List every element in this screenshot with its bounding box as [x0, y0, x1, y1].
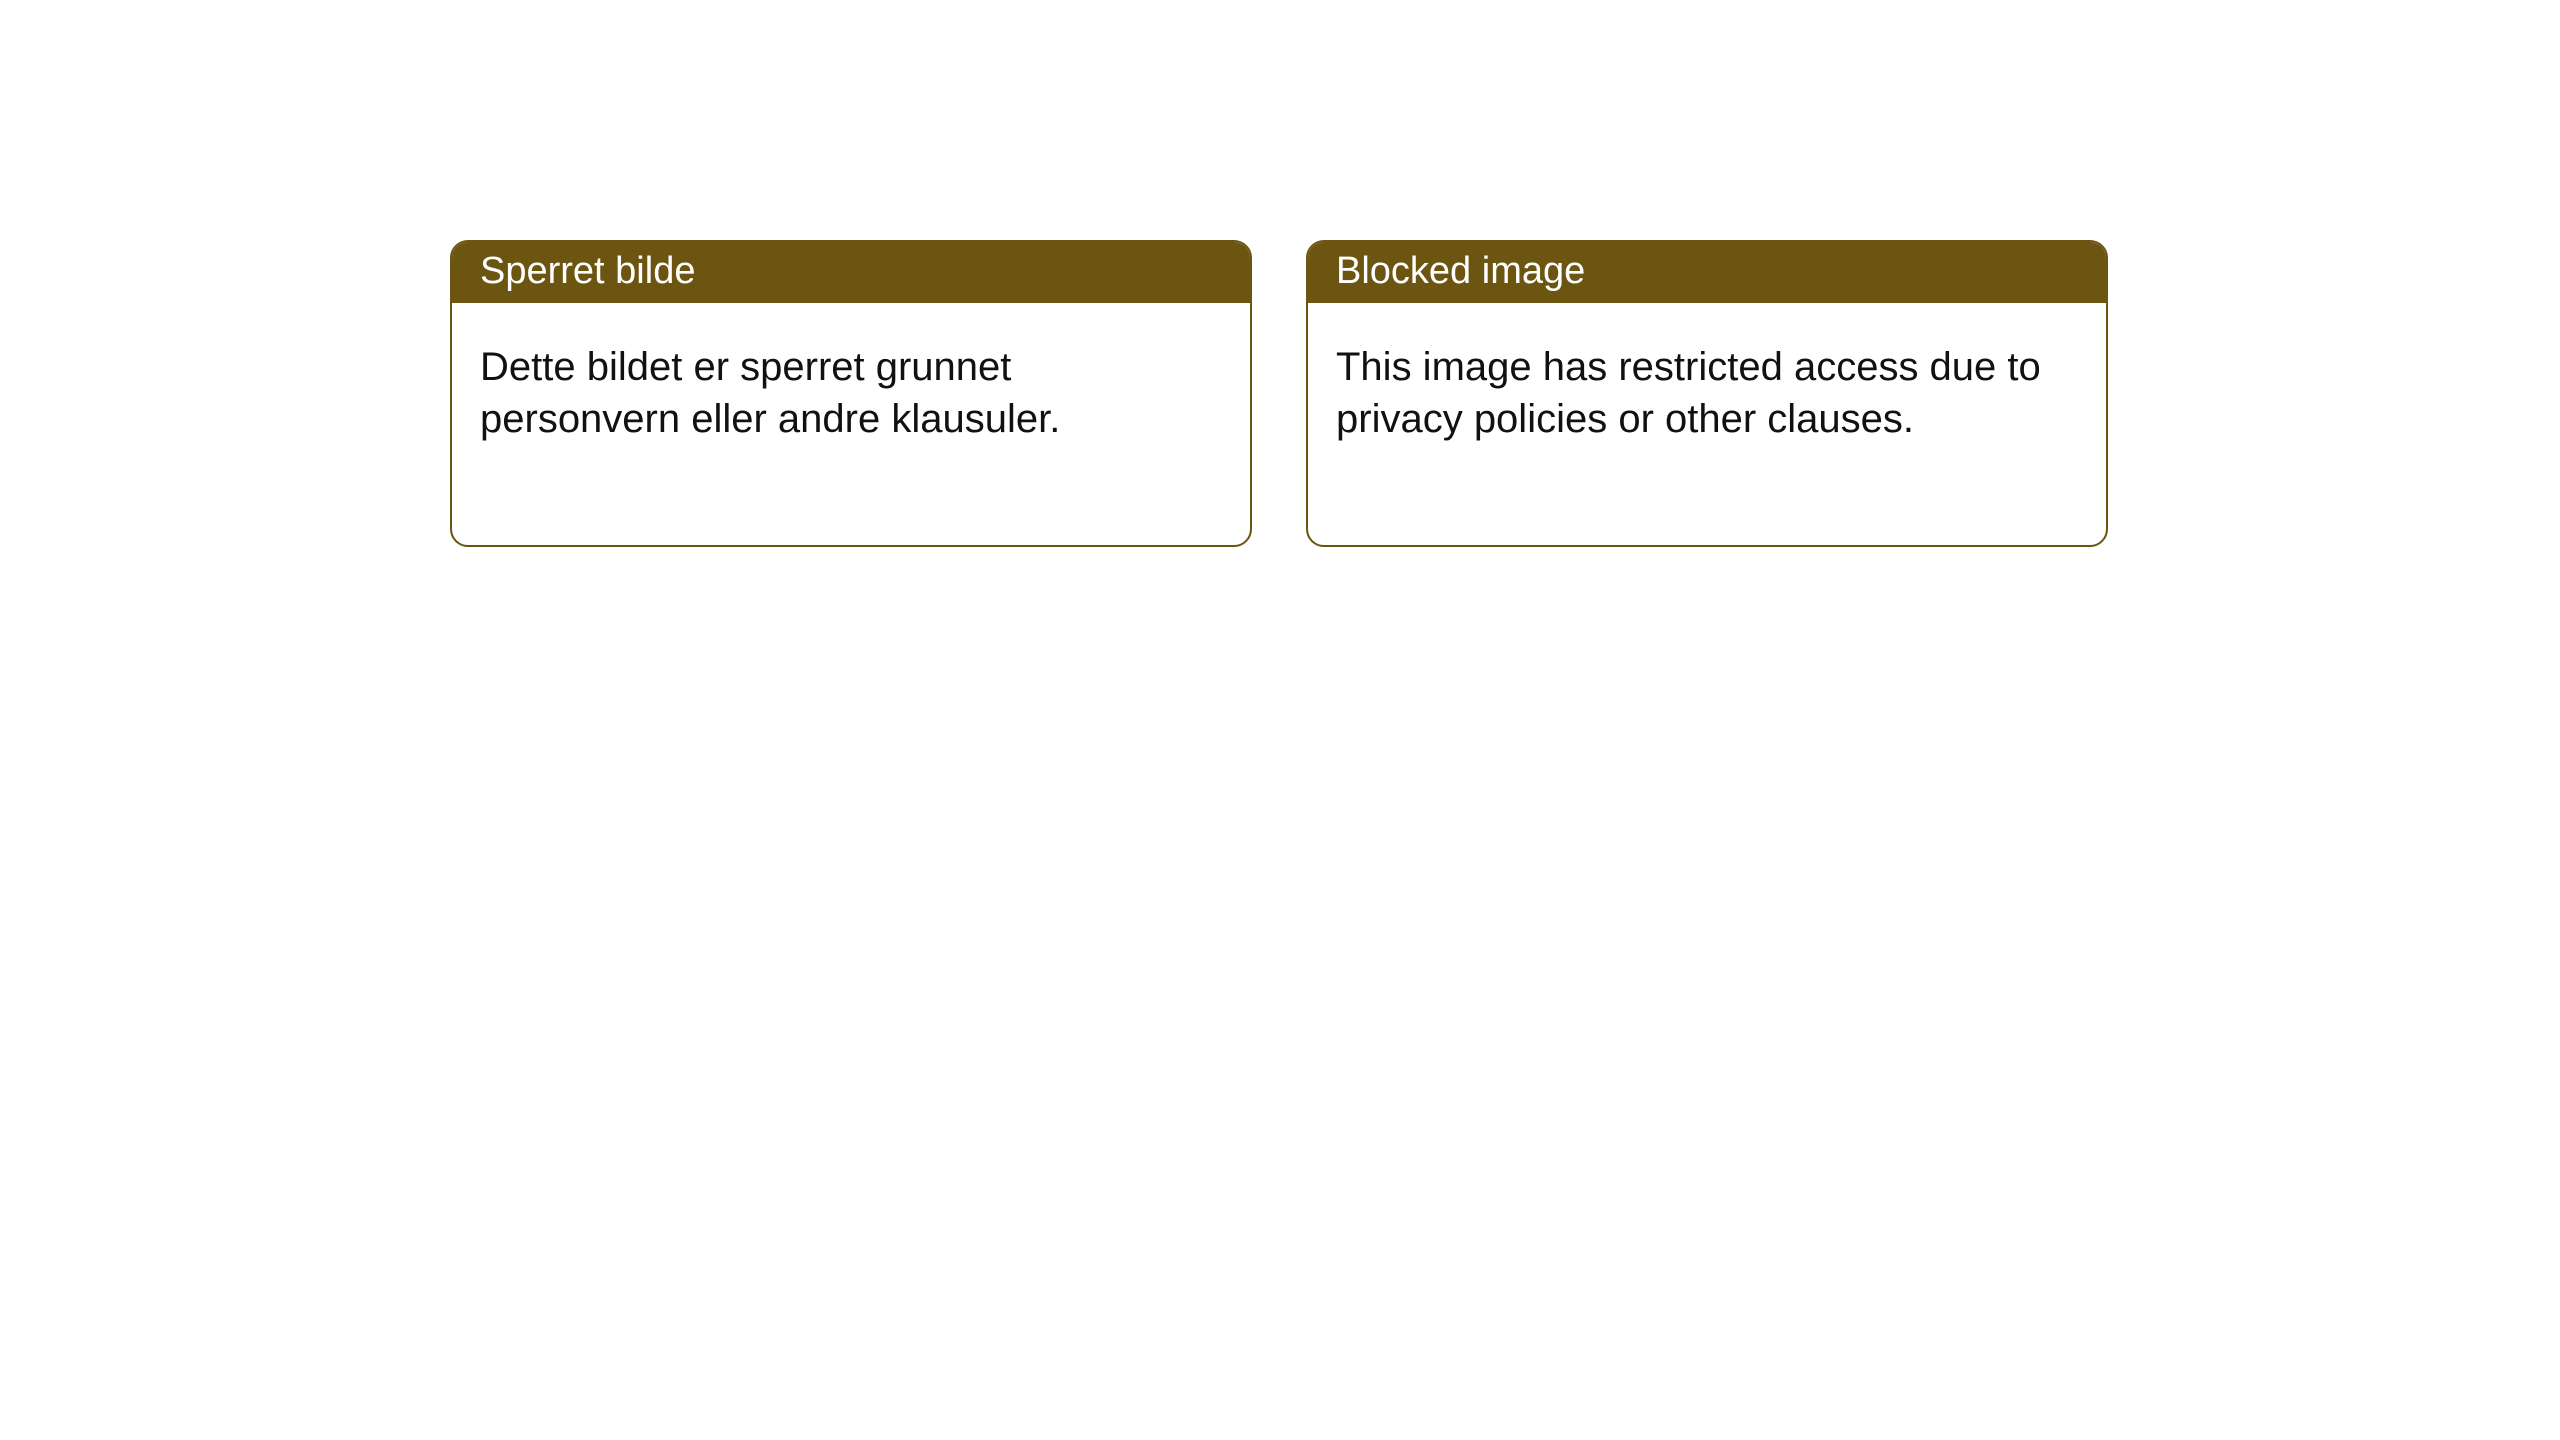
card-header-en: Blocked image	[1308, 242, 2106, 303]
card-text-no: Dette bildet er sperret grunnet personve…	[480, 345, 1060, 441]
card-body-no: Dette bildet er sperret grunnet personve…	[452, 303, 1250, 545]
card-title-no: Sperret bilde	[480, 250, 695, 292]
blocked-image-card-no: Sperret bilde Dette bildet er sperret gr…	[450, 240, 1252, 547]
card-text-en: This image has restricted access due to …	[1336, 345, 2041, 441]
card-header-no: Sperret bilde	[452, 242, 1250, 303]
message-cards-container: Sperret bilde Dette bildet er sperret gr…	[450, 240, 2108, 547]
card-body-en: This image has restricted access due to …	[1308, 303, 2106, 545]
blocked-image-card-en: Blocked image This image has restricted …	[1306, 240, 2108, 547]
card-title-en: Blocked image	[1336, 250, 1585, 292]
